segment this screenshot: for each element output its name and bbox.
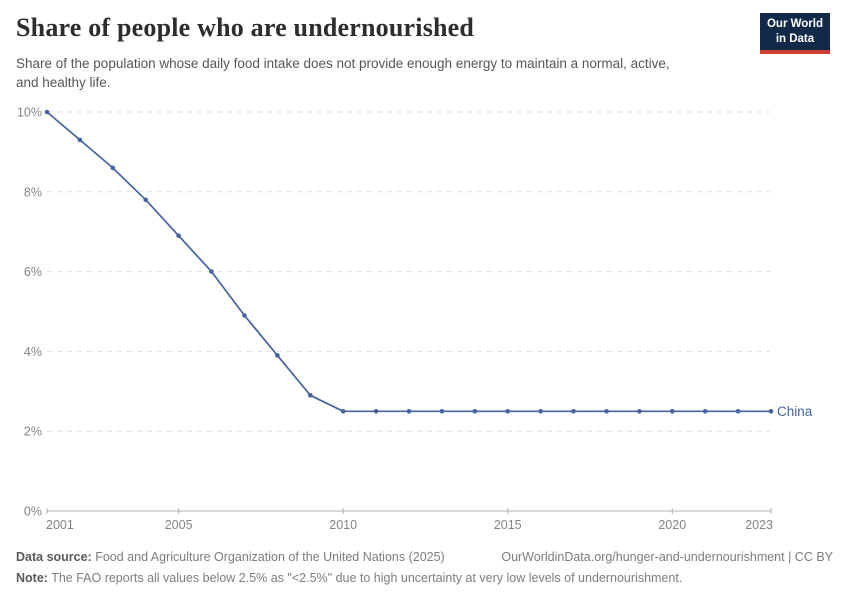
data-point[interactable]: [702, 409, 708, 414]
data-point[interactable]: [439, 409, 445, 414]
footer-note: Note: The FAO reports all values below 2…: [16, 568, 833, 589]
data-point[interactable]: [373, 409, 379, 414]
chart-subtitle: Share of the population whose daily food…: [16, 56, 670, 90]
data-point[interactable]: [538, 409, 543, 414]
x-tick-label: 2005: [165, 518, 193, 532]
data-source: Data source: Food and Agriculture Organi…: [16, 547, 445, 568]
footer: Data source: Food and Agriculture Organi…: [16, 547, 833, 589]
data-point[interactable]: [340, 409, 346, 414]
data-point[interactable]: [77, 137, 83, 143]
data-point[interactable]: [209, 269, 214, 274]
y-tick-label: 6%: [24, 265, 42, 279]
data-point[interactable]: [670, 409, 675, 414]
data-source-text: Food and Agriculture Organization of the…: [91, 550, 445, 564]
data-point[interactable]: [735, 409, 741, 414]
data-source-label: Data source:: [16, 550, 92, 564]
y-tick-label: 10%: [17, 106, 42, 120]
x-tick-label: 2010: [329, 518, 357, 532]
owid-logo[interactable]: Our World in Data: [759, 13, 830, 54]
page-title: Share of people who are undernourished: [16, 13, 475, 42]
y-tick-label: 8%: [24, 185, 42, 199]
data-point[interactable]: [406, 409, 412, 414]
y-tick-label: 2%: [24, 425, 42, 439]
data-point[interactable]: [143, 197, 148, 203]
y-tick-label: 0%: [24, 505, 42, 519]
data-point[interactable]: [604, 409, 609, 414]
owid-logo-line2: in Data: [775, 32, 815, 45]
data-point[interactable]: [308, 393, 313, 398]
data-point[interactable]: [275, 353, 280, 358]
y-tick-label: 4%: [24, 345, 42, 359]
x-tick-label: 2023: [745, 518, 773, 532]
data-point[interactable]: [110, 165, 116, 171]
data-point[interactable]: [242, 313, 247, 318]
data-point[interactable]: [637, 409, 642, 414]
data-point[interactable]: [571, 409, 576, 414]
data-point[interactable]: [505, 409, 511, 414]
x-tick-label: 2015: [494, 518, 522, 532]
footer-link[interactable]: OurWorldinData.org/hunger-and-undernouri…: [501, 550, 833, 564]
x-tick-label: 2020: [658, 518, 686, 532]
series-end-label[interactable]: China: [777, 404, 813, 419]
data-point[interactable]: [472, 409, 478, 414]
data-point[interactable]: [44, 109, 50, 115]
data-point[interactable]: [176, 233, 181, 238]
x-tick-label: 2001: [46, 518, 74, 532]
owid-logo-line1: Our World: [766, 18, 823, 30]
footer-note-label: Note:: [16, 571, 48, 585]
series-line: [46, 111, 772, 413]
data-point[interactable]: [768, 409, 774, 414]
footer-note-text: The FAO reports all values below 2.5% as…: [47, 571, 683, 585]
